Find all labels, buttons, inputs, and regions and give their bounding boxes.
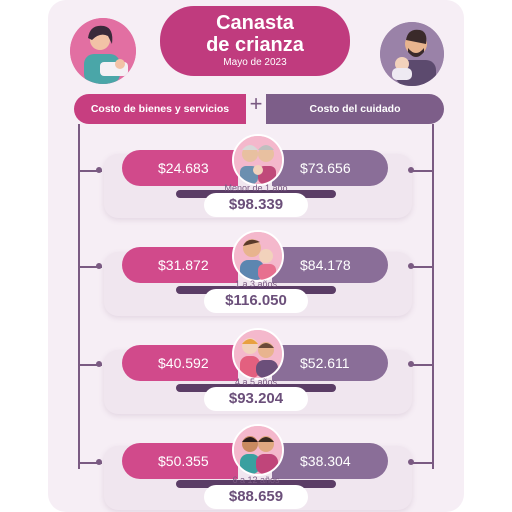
row-3-left-connector [78, 364, 102, 366]
left-connector-line [78, 124, 80, 469]
row-1-right-dot [408, 167, 414, 173]
row-4-age: 6 a 12 años [232, 475, 280, 485]
parent-with-child-icon [232, 328, 284, 380]
right-connector-line [432, 124, 434, 469]
row-1-left-connector [78, 170, 102, 172]
row-2-goods-value: $31.872 [122, 247, 238, 283]
row-3-right-connector [410, 364, 434, 366]
row-2-left-connector [78, 266, 102, 268]
row-1-right-connector [410, 170, 434, 172]
row-2-right-connector [410, 266, 434, 268]
row-2-age: 1 a 3 años [234, 279, 278, 289]
row-4-care-value: $38.304 [272, 443, 388, 479]
row-2-total: $116.050 [204, 289, 308, 313]
row-4-underline [176, 480, 336, 488]
row-4-goods-value: $50.355 [122, 443, 238, 479]
row-3-care-value: $52.611 [272, 345, 388, 381]
plus-icon: + [249, 91, 263, 116]
row-1-total: $98.339 [204, 193, 308, 217]
mother-with-baby-icon [70, 18, 136, 84]
row-2-left-dot [96, 263, 102, 269]
row-2-right-dot [408, 263, 414, 269]
row-4-right-dot [408, 459, 414, 465]
title-banner: Canasta de crianza Mayo de 2023 [160, 6, 350, 76]
row-3-right-dot [408, 361, 414, 367]
row-1-left-dot [96, 167, 102, 173]
row-2-care-value: $84.178 [272, 247, 388, 283]
children-icon [232, 424, 284, 476]
row-1-age: Menor de 1 año [224, 183, 288, 193]
row-1-care-value: $73.656 [272, 150, 388, 186]
row-4-right-connector [410, 462, 434, 464]
row-3-total: $93.204 [204, 387, 308, 411]
row-3-goods-value: $40.592 [122, 345, 238, 381]
row-4-total: $88.659 [204, 485, 308, 509]
subtitle: Mayo de 2023 [223, 57, 287, 68]
care-cost-label: Costo del cuidado [266, 94, 444, 124]
grandparents-with-baby-icon [232, 134, 284, 186]
row-4-left-dot [96, 459, 102, 465]
row-4-left-connector [78, 462, 102, 464]
title-line-2: de crianza [206, 34, 304, 56]
goods-services-label: Costo de bienes y servicios [74, 94, 246, 124]
father-with-baby-icon [380, 22, 444, 86]
row-3-age: 4 a 5 años [234, 377, 278, 387]
row-3-left-dot [96, 361, 102, 367]
title-line-1: Canasta [216, 12, 294, 34]
parent-with-toddler-icon [232, 230, 284, 282]
row-1-goods-value: $24.683 [122, 150, 238, 186]
